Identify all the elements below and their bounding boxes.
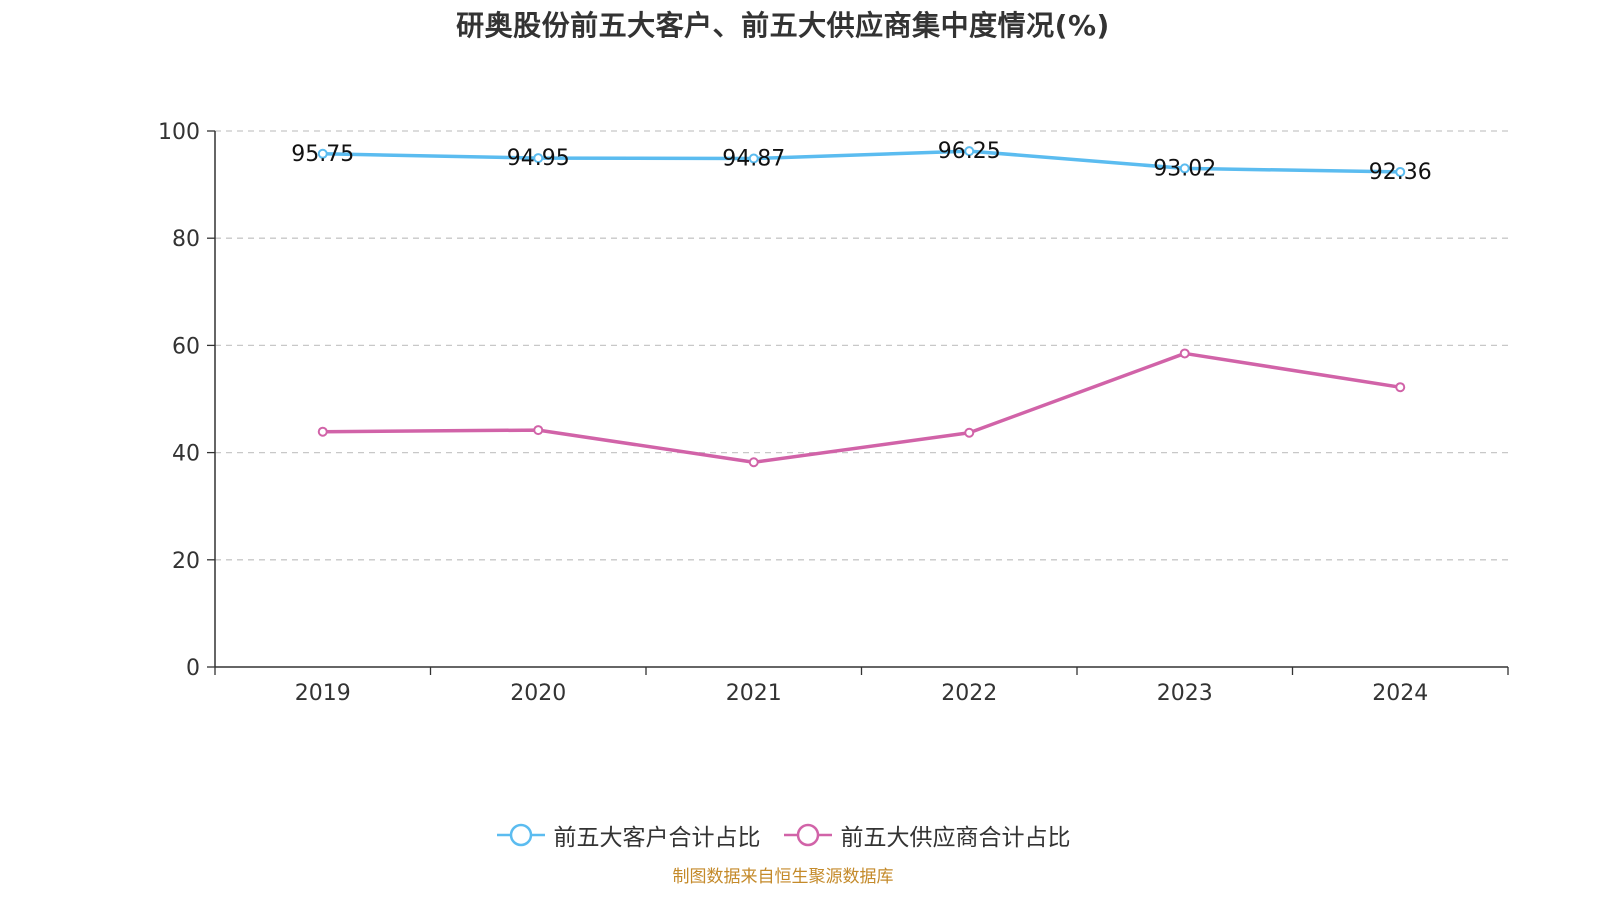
data-point	[317, 426, 328, 437]
x-tick-label: 2020	[510, 681, 566, 706]
x-tick-label: 2024	[1372, 681, 1428, 706]
data-point	[1179, 348, 1190, 359]
data-label: 94.87	[722, 146, 785, 171]
legend-item[interactable]: 前五大供应商合计占比	[783, 818, 1071, 852]
data-point	[1395, 166, 1406, 177]
data-labels: 95.75 94.95 94.87 96.25 93.02 92.36	[291, 139, 1431, 185]
grid-lines	[215, 130, 1508, 561]
x-tick-label: 2022	[941, 681, 997, 706]
legend: 前五大客户合计占比 前五大供应商合计占比	[0, 818, 1566, 852]
x-tick-label: 2021	[726, 681, 782, 706]
x-tick-label: 2023	[1157, 681, 1213, 706]
y-tick-label: 40	[172, 442, 200, 467]
data-label: 95.75	[291, 142, 354, 167]
data-point	[748, 153, 759, 164]
data-point	[964, 146, 975, 157]
legend-item[interactable]: 前五大客户合计占比	[496, 818, 761, 852]
series-lines	[317, 146, 1406, 468]
y-tick-label: 100	[158, 120, 200, 145]
y-tick-label: 0	[186, 656, 200, 681]
y-tick-label: 60	[172, 334, 200, 359]
data-label: 93.02	[1153, 156, 1216, 181]
data-point	[964, 427, 975, 438]
legend-marker-icon	[783, 823, 832, 847]
data-point	[533, 153, 544, 164]
data-label: 96.25	[938, 139, 1001, 164]
data-point	[748, 457, 759, 468]
series-line-0	[321, 149, 1402, 174]
data-point	[533, 425, 544, 436]
data-label: 94.95	[507, 146, 570, 171]
y-tick-label: 80	[172, 227, 200, 252]
legend-marker-icon	[496, 823, 545, 847]
data-point	[1395, 382, 1406, 393]
y-tick-label: 20	[172, 549, 200, 574]
data-point	[1179, 163, 1190, 174]
series-line-1	[321, 351, 1402, 464]
x-tick-label: 2019	[295, 681, 351, 706]
legend-label: 前五大客户合计占比	[553, 825, 761, 851]
legend-label: 前五大供应商合计占比	[840, 825, 1071, 851]
chart-title: 研奥股份前五大客户、前五大供应商集中度情况(%)	[456, 9, 1110, 42]
data-label: 92.36	[1369, 160, 1432, 185]
source-note: 制图数据来自恒生聚源数据库	[672, 867, 894, 887]
data-point	[317, 148, 328, 159]
axes: 0 20 40 60 80 100 2019 2020 2021 2022 2023 2024	[158, 120, 1509, 706]
